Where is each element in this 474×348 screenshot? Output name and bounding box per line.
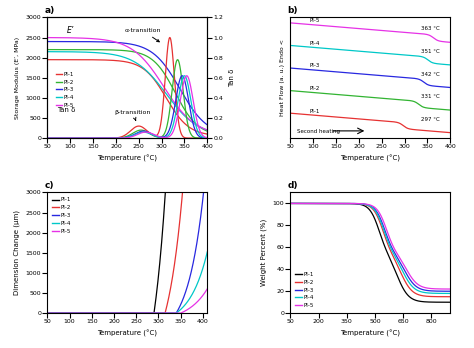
Text: E’: E’ bbox=[66, 26, 74, 35]
Legend: PI-1, PI-2, PI-3, PI-4, PI-5: PI-1, PI-2, PI-3, PI-4, PI-5 bbox=[54, 70, 76, 110]
Text: d): d) bbox=[287, 181, 298, 190]
Text: β-transition: β-transition bbox=[115, 110, 151, 120]
Y-axis label: Tan δ: Tan δ bbox=[229, 69, 235, 87]
Text: Second heating: Second heating bbox=[297, 129, 340, 134]
X-axis label: Temperature (°C): Temperature (°C) bbox=[97, 155, 157, 162]
X-axis label: Temperature (°C): Temperature (°C) bbox=[340, 155, 401, 162]
Legend: PI-1, PI-2, PI-3, PI-4, PI-5: PI-1, PI-2, PI-3, PI-4, PI-5 bbox=[293, 270, 316, 310]
Text: 363 °C: 363 °C bbox=[420, 26, 439, 31]
Y-axis label: Storage Modulus (E’, MPa): Storage Modulus (E’, MPa) bbox=[15, 37, 20, 119]
Text: α-transition: α-transition bbox=[124, 28, 161, 42]
Text: PI-5: PI-5 bbox=[310, 18, 320, 23]
Text: Tan δ: Tan δ bbox=[57, 106, 75, 112]
Legend: PI-1, PI-2, PI-3, PI-4, PI-5: PI-1, PI-2, PI-3, PI-4, PI-5 bbox=[50, 195, 73, 236]
Text: 342 °C: 342 °C bbox=[420, 72, 439, 77]
X-axis label: Temperature (°C): Temperature (°C) bbox=[340, 330, 401, 337]
Text: 351 °C: 351 °C bbox=[420, 49, 439, 54]
Text: c): c) bbox=[44, 181, 54, 190]
Text: a): a) bbox=[44, 6, 55, 15]
Text: 297 °C: 297 °C bbox=[420, 117, 439, 122]
Y-axis label: Weight Percent (%): Weight Percent (%) bbox=[261, 219, 267, 286]
Text: PI-1: PI-1 bbox=[310, 109, 320, 113]
Y-axis label: Dimension Change (μm): Dimension Change (μm) bbox=[13, 210, 20, 295]
Text: PI-2: PI-2 bbox=[310, 86, 320, 91]
Text: PI-4: PI-4 bbox=[310, 41, 320, 46]
X-axis label: Temperature (°C): Temperature (°C) bbox=[97, 330, 157, 337]
Text: PI-3: PI-3 bbox=[310, 63, 320, 69]
Y-axis label: Heat Flow (a. u.) Endo <: Heat Flow (a. u.) Endo < bbox=[280, 39, 285, 116]
Text: b): b) bbox=[287, 6, 298, 15]
Text: 331 °C: 331 °C bbox=[420, 94, 439, 99]
